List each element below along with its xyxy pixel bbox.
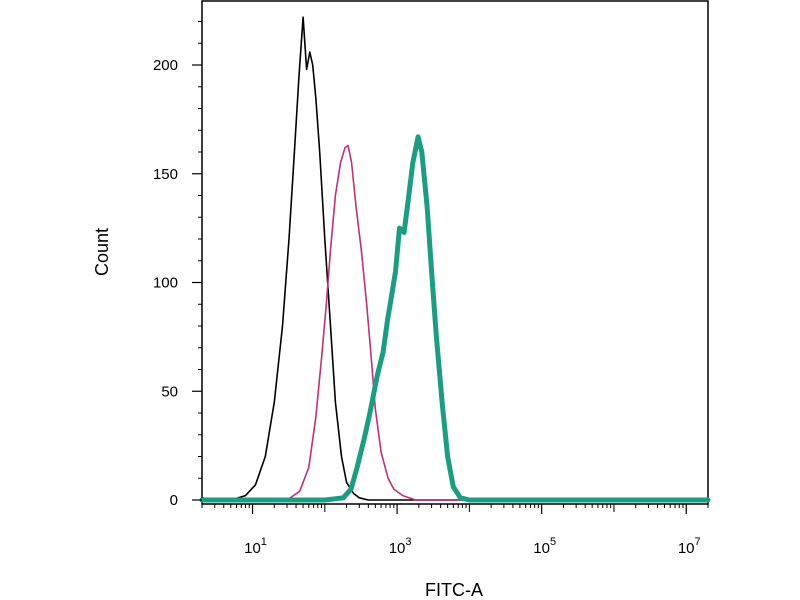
y-axis-title: Count [92, 228, 112, 276]
y-tick-label: 200 [153, 57, 178, 74]
y-tick-label: 0 [170, 492, 178, 509]
x-tick-label: 105 [533, 536, 556, 557]
y-tick-label: 150 [153, 166, 178, 183]
series-layer [199, 16, 711, 503]
y-tick-label: 100 [153, 275, 178, 292]
series-line-1 [201, 16, 709, 501]
x-minor-ticks [201, 504, 709, 512]
x-tick-label: 107 [678, 536, 701, 557]
series-line-3 [199, 134, 711, 503]
plot-frame [201, 0, 709, 505]
x-axis-title: FITC-A [425, 580, 483, 600]
y-ticks: 0 50 100 150 200 [153, 57, 202, 509]
y-tick-label: 50 [161, 383, 178, 400]
x-ticks: 101 103 105 107 [244, 504, 701, 557]
x-tick-label: 101 [244, 536, 267, 557]
y-minor-ticks [198, 21, 202, 479]
series-line-2 [201, 144, 709, 501]
x-tick-label: 103 [389, 536, 412, 557]
